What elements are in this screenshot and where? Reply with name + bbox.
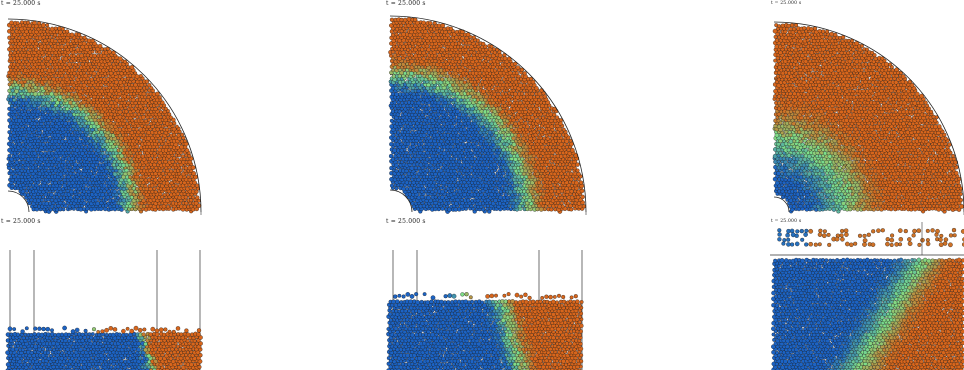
- panel-top-left: t = 25.000 s: [0, 0, 215, 215]
- panel-bottom-middle: t = 25.000 s: [385, 218, 600, 370]
- inner-hole: [773, 196, 790, 213]
- time-label: t = 25.000 s: [771, 1, 802, 6]
- particle-field: [772, 22, 964, 214]
- time-label: t = 25.000 s: [386, 218, 426, 225]
- panel-top-right: t = 25.000 s: [770, 0, 964, 215]
- panel-bottom-left: t = 25.000 s: [0, 218, 215, 370]
- side-view-plot-bottom-right: [770, 222, 964, 370]
- time-label: t = 25.000 s: [1, 218, 41, 225]
- time-label: t = 25.000 s: [1, 0, 41, 7]
- inner-hole: [7, 190, 30, 213]
- loose-particles: [777, 227, 964, 248]
- particle-field: [771, 257, 964, 370]
- quarter-disc-plot-top-right: [772, 21, 964, 215]
- particle-field: [5, 325, 203, 370]
- particle-field: [386, 292, 584, 370]
- outer-arc: [7, 18, 202, 213]
- side-view-plot-bottom-middle: [386, 250, 584, 370]
- outer-arc: [389, 15, 587, 213]
- side-view-plot-bottom-left: [5, 250, 203, 370]
- particle-field: [6, 20, 202, 214]
- particle-field: [388, 16, 587, 214]
- quarter-disc-plot-top-left: [6, 18, 202, 215]
- panel-top-middle: t = 25.000 s: [385, 0, 600, 215]
- quarter-disc-plot-top-middle: [388, 15, 587, 215]
- time-label: t = 25.000 s: [771, 219, 802, 224]
- outer-arc: [773, 21, 964, 213]
- panel-bottom-right: t = 25.000 s: [770, 218, 964, 370]
- inner-hole: [389, 189, 413, 213]
- time-label: t = 25.000 s: [386, 0, 426, 7]
